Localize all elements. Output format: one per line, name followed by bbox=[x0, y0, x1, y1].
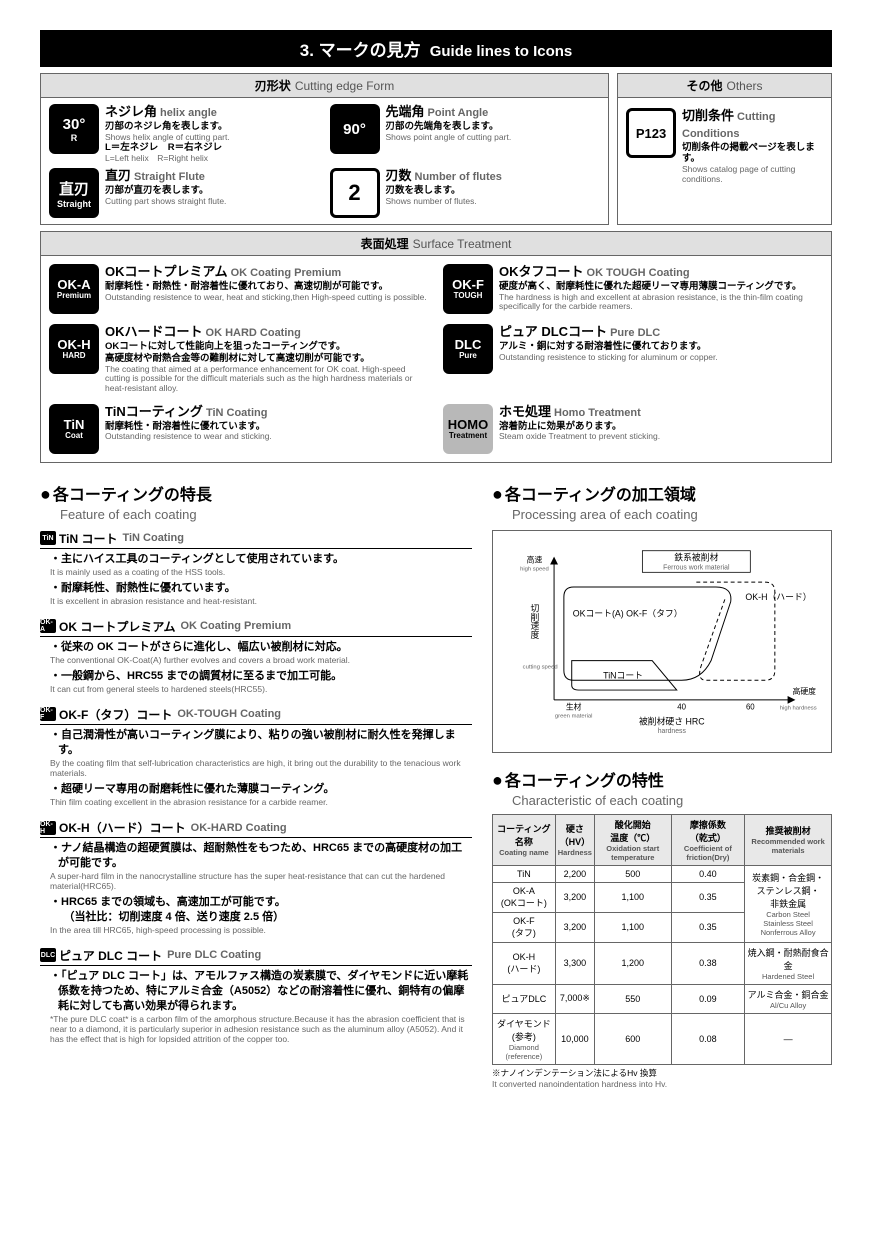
cutting-conditions-icon: P123 bbox=[626, 108, 676, 158]
feature-block: TiNTiN コートTiN Coating・主にハイス工具のコーティングとして使… bbox=[40, 530, 472, 606]
surface-row: DLCPure ピュア DLCコートPure DLC アルミ・銅に対する耐溶着性… bbox=[443, 324, 823, 394]
surface-row: OK-HHARD OKハードコートOK HARD Coating OKコートに対… bbox=[49, 324, 429, 394]
surface-icon: OK-HHARD bbox=[49, 324, 99, 374]
svg-text:被削材硬さ HRC: 被削材硬さ HRC bbox=[639, 715, 705, 726]
cutting-edge-section: 刃形状Cutting edge Form 30°R ネジレ角helix angl… bbox=[40, 73, 609, 225]
svg-text:鉄系被削材: 鉄系被削材 bbox=[674, 551, 718, 562]
svg-text:切削速度: 切削速度 bbox=[529, 603, 539, 639]
svg-text:OK-H（ハード）: OK-H（ハード） bbox=[745, 592, 811, 602]
table-row: ダイヤモンド(参考)Diamond (reference)10,0006000.… bbox=[493, 1013, 832, 1064]
icon-row: 90° 先端角Point Angle 刃部の先端角を表します。Shows poi… bbox=[330, 104, 601, 164]
surface-row: TiNCoat TiNコーティングTiN Coating 耐摩耗性・耐溶着性に優… bbox=[49, 404, 429, 454]
table-header: 硬さ （HV）Hardness bbox=[555, 814, 594, 865]
surface-treatment-section: 表面処理Surface Treatment OK-APremium OKコートプ… bbox=[40, 231, 832, 463]
svg-text:Ferrous work material: Ferrous work material bbox=[663, 564, 730, 571]
icon-row: 直刃Straight 直刃Straight Flute 刃部が直刃を表します。C… bbox=[49, 168, 320, 218]
processing-area-chart: 鉄系被削材 Ferrous work material OKコート(A) OK-… bbox=[492, 530, 832, 753]
svg-text:cutting speed: cutting speed bbox=[523, 664, 558, 670]
features-column: ●各コーティングの特長 Feature of each coating TiNT… bbox=[40, 481, 472, 1089]
surface-icon: OK-APremium bbox=[49, 264, 99, 314]
page-title: 3. マークの見方 Guide lines to Icons bbox=[40, 30, 832, 67]
table-row: OK-H (ハード)3,3001,2000.38焼入鋼・耐熱耐食合金Harden… bbox=[493, 942, 832, 984]
edge-icon: 2 bbox=[330, 168, 380, 218]
edge-icon: 直刃Straight bbox=[49, 168, 99, 218]
others-section: その他Others P123 切削条件Cutting Conditions 切削… bbox=[617, 73, 832, 225]
svg-text:OKコート(A) OK-F（タフ）: OKコート(A) OK-F（タフ） bbox=[573, 608, 683, 618]
surface-row: OK-FTOUGH OKタフコートOK TOUGH Coating 硬度が高く、… bbox=[443, 264, 823, 314]
table-header: 酸化開始 温度（℃）Oxidation start temperature bbox=[594, 814, 671, 865]
surface-row: HOMOTreatment ホモ処理Homo Treatment 溶着防止に効果… bbox=[443, 404, 823, 454]
svg-text:TiNコート: TiNコート bbox=[603, 670, 643, 680]
table-row: TiN2,2005000.40炭素鋼・合金鋼・ ステンレス鋼・ 非鉄金属Carb… bbox=[493, 865, 832, 882]
svg-text:40: 40 bbox=[677, 703, 686, 712]
table-header: コーティング名称Coating name bbox=[493, 814, 556, 865]
table-row: ピュアDLC7,000※5500.09アルミ合金・銅合金Al/Cu Alloy bbox=[493, 984, 832, 1013]
svg-text:高速: 高速 bbox=[527, 554, 543, 564]
svg-text:60: 60 bbox=[746, 703, 755, 712]
svg-text:高硬度: 高硬度 bbox=[793, 686, 817, 696]
feature-block: OK-HOK-H（ハード）コートOK-HARD Coating・ナノ結晶構造の超… bbox=[40, 819, 472, 935]
table-header: 推奨被削材Recommended work materials bbox=[745, 814, 832, 865]
icon-row: 30°R ネジレ角helix angle 刃部のネジレ角を表します。Shows … bbox=[49, 104, 320, 164]
svg-text:high hardness: high hardness bbox=[780, 706, 817, 712]
svg-text:high speed: high speed bbox=[520, 566, 549, 572]
svg-text:生材: 生材 bbox=[566, 702, 582, 712]
svg-text:green material: green material bbox=[555, 713, 593, 719]
edge-icon: 30°R bbox=[49, 104, 99, 154]
table-header: 摩擦係数 （乾式）Coefficient of friction(Dry) bbox=[671, 814, 745, 865]
characteristic-table: コーティング名称Coating name硬さ （HV）Hardness酸化開始 … bbox=[492, 814, 832, 1065]
surface-row: OK-APremium OKコートプレミアムOK Coating Premium… bbox=[49, 264, 429, 314]
table-footnote: ※ナノインデンテーション法によるHv 換算 It converted nanoi… bbox=[492, 1067, 832, 1089]
feature-block: OK-FOK-F（タフ）コートOK-TOUGH Coating・自己潤滑性が高い… bbox=[40, 706, 472, 807]
surface-icon: DLCPure bbox=[443, 324, 493, 374]
feature-block: OK-AOK コートプレミアムOK Coating Premium・従来の OK… bbox=[40, 618, 472, 694]
svg-text:hardness: hardness bbox=[658, 728, 687, 735]
surface-icon: HOMOTreatment bbox=[443, 404, 493, 454]
surface-icon: OK-FTOUGH bbox=[443, 264, 493, 314]
edge-icon: 90° bbox=[330, 104, 380, 154]
surface-icon: TiNCoat bbox=[49, 404, 99, 454]
feature-block: DLCピュア DLC コートPure DLC Coating・「ピュア DLC … bbox=[40, 947, 472, 1044]
icon-row: 2 刃数Number of flutes 刃数を表します。Shows numbe… bbox=[330, 168, 601, 218]
